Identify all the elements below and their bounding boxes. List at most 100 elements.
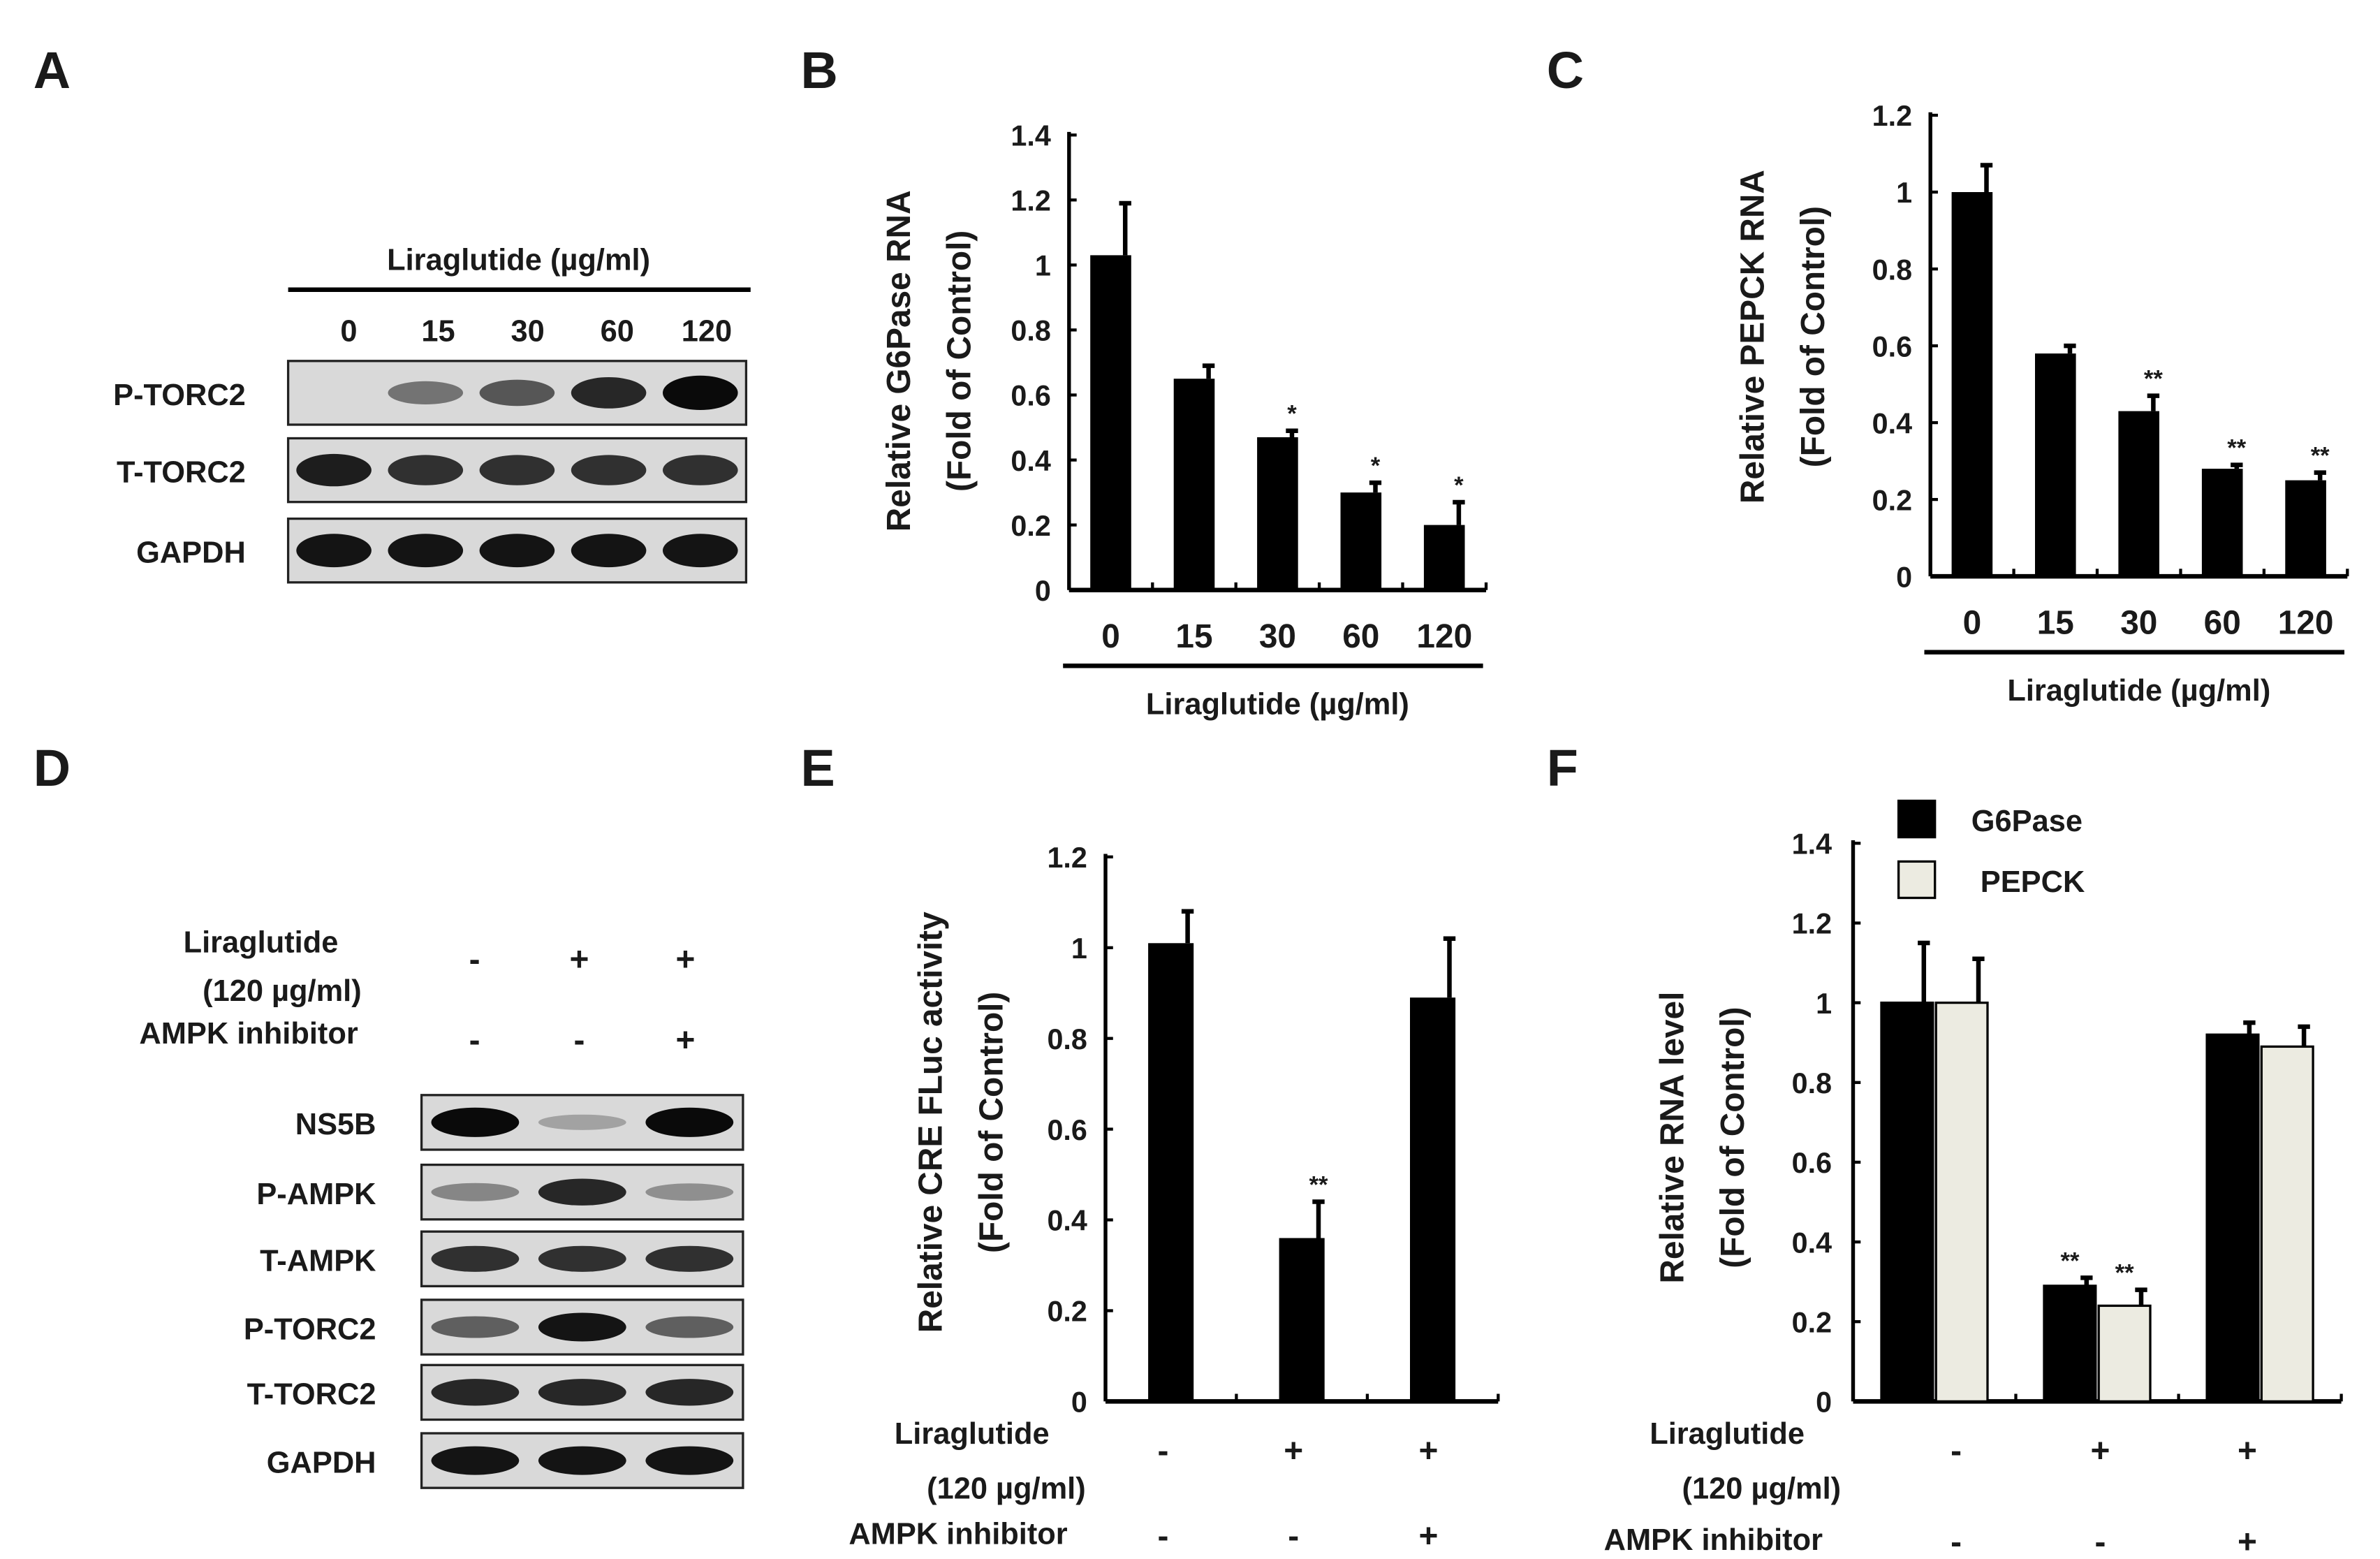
bar-pepck <box>1934 1001 1989 1403</box>
y-axis-title: Relative CRE FLuc activity <box>912 912 949 1333</box>
blot-band <box>296 534 372 568</box>
blot-band <box>645 1183 734 1201</box>
legend-label-g6pase: G6Pase <box>1971 805 2082 838</box>
y-tick-label: 0.4 <box>1011 445 1050 477</box>
significance-mark: * <box>1371 453 1381 479</box>
panel-a-band-row <box>286 360 748 426</box>
blot-band <box>479 455 555 485</box>
bar <box>1423 525 1465 590</box>
panel-a-row-label: T-TORC2 <box>117 456 246 490</box>
blot-band <box>431 1379 520 1406</box>
panel-d-lira-sign: - <box>469 942 480 979</box>
panel-d-band-row <box>420 1363 744 1421</box>
y-tick-label: 0 <box>1071 1386 1087 1419</box>
y-axis-subtitle: (Fold of Control) <box>1795 206 1832 467</box>
y-tick-label: 0.4 <box>1047 1205 1087 1237</box>
y-axis-title: Relative G6Pase RNA <box>881 190 918 532</box>
y-tick-label: 1 <box>1035 250 1051 282</box>
panel-a-row-label: P-TORC2 <box>113 379 246 412</box>
panel-d-inhib-sign: - <box>469 1022 480 1059</box>
blot-band <box>645 1316 734 1338</box>
bar <box>1410 997 1456 1402</box>
inhibitor-sign: + <box>2238 1524 2257 1559</box>
chart-f: 0 0.2 0.4 0.6 0.8 1 1.2 1.4 ** ** Relative RNA lev… <box>1654 799 2343 1419</box>
y-axis-title: Relative RNA level <box>1654 992 1691 1284</box>
y-tick-label: 0 <box>1816 1386 1832 1419</box>
liraglutide-label: Liraglutide <box>1650 1417 1805 1451</box>
y-tick-label: 0.8 <box>1872 254 1912 286</box>
x-category-label: 30 <box>1259 618 1296 655</box>
inhibitor-sign: - <box>1158 1518 1169 1555</box>
x-axis-title: Liraglutide (µg/ml) <box>1146 688 1409 722</box>
legend-swatch-g6pase <box>1897 799 1937 839</box>
significance-mark: ** <box>2311 443 2330 469</box>
blot-band <box>388 381 464 405</box>
x-category-label: 120 <box>2278 605 2334 642</box>
liraglutide-label: Liraglutide <box>895 1417 1050 1451</box>
y-axis-subtitle: (Fold of Control) <box>1714 1007 1751 1268</box>
y-tick-label: 1.2 <box>1011 185 1050 217</box>
legend-swatch-pepck <box>1897 860 1937 900</box>
chart-b: 0 0.2 0.4 0.6 0.8 1 1.2 1.4 0 15 * 30 * 60 * 120 Relativ… <box>881 120 1488 722</box>
liraglutide-sign: + <box>1419 1433 1439 1470</box>
bar <box>1340 492 1382 590</box>
panel-letter-b: B <box>801 41 838 99</box>
panel-d-row-label: T-AMPK <box>260 1245 376 1278</box>
liraglutide-dose: (120 µg/ml) <box>1682 1472 1842 1505</box>
blot-band <box>538 1446 626 1475</box>
inhibitor-label: AMPK inhibitor <box>1604 1523 1823 1557</box>
y-tick-label: 1 <box>1896 177 1912 209</box>
blot-band <box>663 375 738 411</box>
liraglutide-sign: - <box>1951 1433 1962 1470</box>
blot-band <box>571 534 647 568</box>
panel-a-band-row <box>286 517 748 584</box>
bar <box>2201 469 2243 577</box>
liraglutide-dose: (120 µg/ml) <box>927 1472 1086 1505</box>
panel-letter-e: E <box>801 739 835 797</box>
bar <box>1148 943 1194 1402</box>
x-category-label: 120 <box>1416 618 1472 655</box>
significance-mark: ** <box>1309 1172 1328 1199</box>
y-axis-subtitle: (Fold of Control) <box>973 992 1010 1253</box>
y-tick-label: 0 <box>1035 575 1051 607</box>
inhibitor-label: AMPK inhibitor <box>849 1518 1067 1551</box>
blot-band <box>663 534 738 568</box>
panel-d-band-row <box>420 1163 744 1221</box>
panel-d-liraglutide-dose: (120 µg/ml) <box>203 974 362 1008</box>
bar-pepck <box>2097 1304 2152 1403</box>
bar <box>2035 353 2076 577</box>
panel-a-dose-label: 15 <box>421 315 455 349</box>
panel-d-row-label: T-TORC2 <box>247 1378 376 1412</box>
y-tick-label: 0 <box>1896 561 1912 593</box>
bar <box>1090 255 1131 590</box>
liraglutide-sign: + <box>1284 1433 1303 1470</box>
blot-band <box>538 1178 626 1206</box>
legend-label-pepck: PEPCK <box>1981 865 2085 899</box>
panel-a-band-row <box>286 437 748 504</box>
bar <box>1279 1238 1325 1402</box>
blot-band <box>431 1316 520 1338</box>
panel-d-row-label: NS5B <box>295 1108 376 1141</box>
x-category-label: 0 <box>1963 605 1982 642</box>
y-tick-label: 0.4 <box>1792 1227 1832 1259</box>
inhibitor-sign: - <box>1951 1524 1962 1559</box>
y-tick-label: 0.6 <box>1792 1147 1832 1179</box>
significance-mark: ** <box>2061 1247 2080 1274</box>
y-tick-label: 1 <box>1816 988 1832 1020</box>
liraglutide-sign: + <box>2238 1433 2257 1470</box>
blot-band <box>538 1379 626 1406</box>
bar <box>1951 192 1993 577</box>
y-tick-label: 0.4 <box>1872 407 1912 439</box>
liraglutide-sign: + <box>2090 1433 2110 1470</box>
blot-band <box>571 455 647 485</box>
inhibitor-sign: + <box>1419 1518 1439 1555</box>
blot-band <box>571 377 647 409</box>
panel-a-row-label: GAPDH <box>136 536 246 570</box>
bar <box>1257 437 1298 590</box>
panel-letters: A B C D E F <box>34 41 1584 797</box>
blot-band <box>431 1107 520 1137</box>
y-tick-label: 1.2 <box>1047 842 1087 874</box>
panel-d-inhib-sign: + <box>676 1022 696 1059</box>
blot-band <box>538 1114 626 1130</box>
